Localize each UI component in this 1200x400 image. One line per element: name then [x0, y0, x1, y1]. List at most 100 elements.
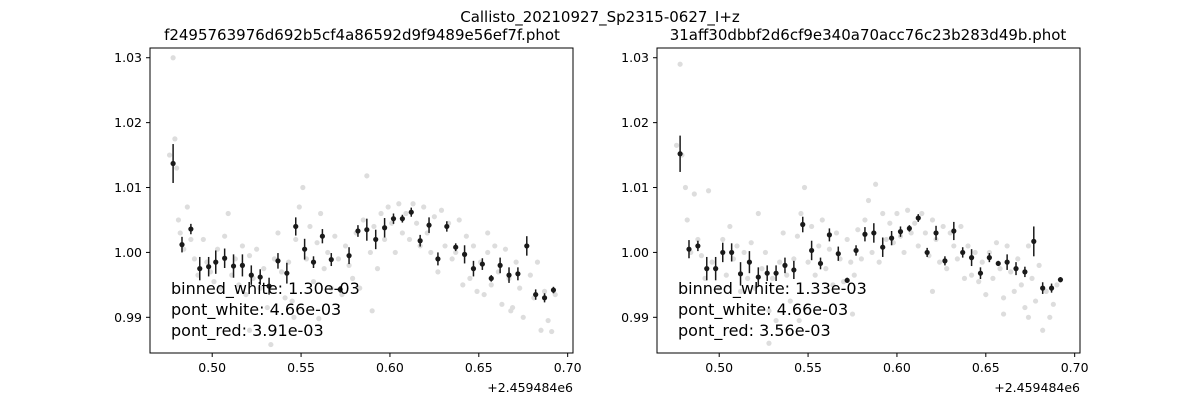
raw-data-point — [492, 243, 498, 249]
raw-data-point — [485, 249, 491, 256]
raw-data-point — [865, 197, 872, 204]
raw-data-point — [769, 275, 776, 281]
raw-data-point — [474, 288, 480, 294]
y-tick-label: 0.99 — [114, 310, 142, 325]
raw-data-point — [796, 317, 802, 324]
binned-data-point — [506, 272, 512, 278]
raw-data-point — [318, 210, 324, 217]
raw-data-point — [876, 259, 882, 265]
binned-data-point — [213, 259, 219, 265]
binned-data-point — [319, 233, 325, 239]
raw-data-point — [410, 201, 416, 207]
binned-data-point — [373, 236, 379, 243]
binned-data-point — [390, 216, 397, 222]
raw-data-point — [819, 217, 825, 223]
y-tick-label: 1.01 — [621, 180, 649, 195]
raw-data-point — [979, 259, 985, 265]
stat-line: binned_white: 1.30e-03 — [171, 279, 360, 299]
raw-data-point — [453, 249, 459, 256]
raw-data-point — [677, 61, 683, 67]
raw-data-point — [968, 272, 975, 278]
raw-data-point — [912, 220, 918, 226]
binned-data-point — [461, 251, 468, 257]
binned-data-point — [720, 249, 726, 256]
binned-data-point — [230, 263, 237, 269]
raw-data-point — [438, 207, 445, 213]
binned-data-point — [817, 260, 824, 267]
raw-data-point — [346, 262, 352, 268]
raw-data-point — [741, 249, 747, 256]
stat-line: pont_red: 3.56e-03 — [678, 321, 831, 341]
raw-data-point — [1018, 282, 1024, 288]
raw-data-point — [809, 223, 815, 230]
binned-data-point — [328, 256, 334, 263]
binned-data-point — [435, 256, 441, 262]
raw-data-point — [261, 266, 267, 272]
raw-data-point — [236, 282, 242, 288]
binned-data-point — [862, 231, 868, 237]
raw-data-point — [727, 223, 733, 230]
raw-data-point — [855, 227, 861, 233]
chart-title: 31aff30dbbf2d6cf9e340a70acc76c23b283d49b… — [670, 26, 1067, 44]
raw-data-point — [264, 304, 270, 311]
raw-data-point — [170, 55, 176, 61]
raw-data-point — [766, 308, 772, 314]
binned-data-point — [844, 277, 850, 283]
binned-data-point — [188, 226, 194, 232]
raw-data-point — [527, 272, 533, 278]
binned-data-point — [755, 274, 761, 280]
raw-data-point — [936, 259, 943, 265]
raw-data-point — [413, 220, 420, 226]
raw-data-point — [350, 275, 356, 281]
raw-data-point — [1032, 298, 1039, 304]
binned-data-point — [835, 251, 841, 257]
binned-data-point — [951, 228, 957, 234]
raw-data-point — [367, 249, 373, 256]
y-tick-label: 1.03 — [621, 50, 649, 65]
raw-data-point — [314, 240, 320, 246]
raw-data-point — [449, 256, 455, 262]
raw-data-point — [1022, 304, 1028, 311]
raw-data-point — [172, 136, 178, 142]
binned-data-point — [197, 266, 203, 272]
raw-data-point — [849, 311, 856, 317]
raw-data-point — [826, 246, 832, 252]
stat-line: pont_white: 4.66e-03 — [678, 300, 848, 320]
raw-data-point — [1000, 295, 1007, 301]
raw-data-point — [1043, 288, 1049, 294]
raw-data-point — [777, 259, 783, 265]
binned-data-point — [1048, 285, 1055, 291]
x-tick-label: 0.60 — [376, 360, 404, 375]
raw-data-point — [972, 249, 978, 256]
raw-data-point — [502, 246, 509, 252]
binned-data-point — [1031, 238, 1037, 244]
binned-data-point — [853, 247, 859, 254]
binned-data-point — [871, 230, 877, 236]
raw-data-point — [1025, 314, 1032, 320]
raw-data-point — [538, 327, 544, 333]
raw-data-point — [919, 210, 925, 217]
raw-data-point — [752, 285, 758, 291]
raw-data-point — [830, 282, 836, 288]
y-tick-label: 1.00 — [114, 245, 142, 260]
raw-data-point — [1029, 275, 1035, 281]
raw-data-point — [759, 266, 765, 272]
raw-data-point — [508, 308, 514, 314]
raw-data-point — [357, 285, 363, 291]
raw-data-point — [549, 328, 555, 335]
raw-data-point — [801, 184, 808, 191]
raw-data-point — [695, 236, 701, 243]
binned-data-point — [686, 246, 692, 252]
raw-data-point — [239, 243, 246, 249]
raw-data-point — [812, 272, 818, 278]
raw-data-point — [901, 249, 907, 256]
raw-data-point — [880, 210, 886, 217]
raw-data-point — [428, 249, 434, 256]
stat-line: binned_white: 1.33e-03 — [678, 279, 867, 299]
raw-data-point — [431, 214, 437, 220]
raw-data-point — [951, 243, 957, 249]
binned-data-point — [995, 260, 1001, 267]
raw-data-point — [1000, 311, 1007, 317]
raw-data-point — [986, 249, 992, 256]
